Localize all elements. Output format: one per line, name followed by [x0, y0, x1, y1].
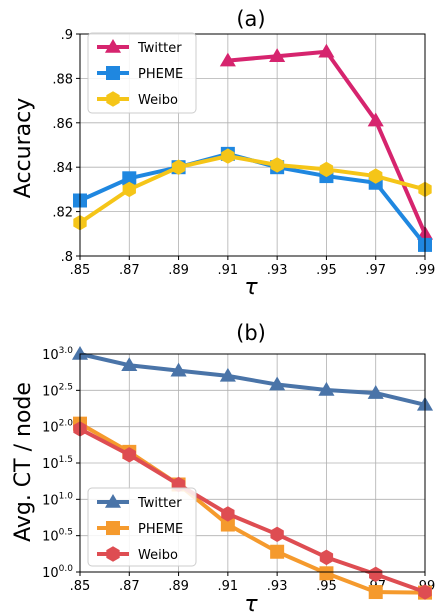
x-tick-label: .89 [168, 579, 189, 594]
legend-marker-pheme [106, 66, 120, 80]
data-point-weibo [270, 526, 284, 543]
legend-label-pheme: PHEME [138, 67, 183, 82]
legend-marker-twitter [104, 493, 122, 508]
legend-label-weibo: Weibo [138, 548, 178, 563]
data-point-twitter [367, 112, 384, 127]
x-tick-label: .89 [168, 263, 189, 278]
plot-frame [79, 353, 426, 573]
panel-b-plot: .85.87.89.91.93.95.97.99100.0100.5101.01… [42, 345, 435, 600]
x-tick-label: .85 [70, 579, 91, 594]
data-point-pheme [220, 517, 235, 532]
y-tick-label: .82 [52, 206, 73, 221]
y-tick-label: .8 [61, 250, 73, 265]
data-point-twitter [367, 385, 384, 399]
panel-b-title: (b) [236, 321, 266, 345]
legend-marker-twitter [104, 38, 122, 53]
panel-a-ylabel: Accuracy [11, 98, 36, 198]
data-point-twitter [318, 43, 335, 58]
series-line-pheme [79, 421, 426, 595]
x-tick-label: .91 [218, 263, 239, 278]
data-point-weibo [418, 584, 432, 600]
data-point-twitter [219, 367, 236, 382]
legend: Twitter PHEME Weibo [87, 32, 197, 114]
y-tick-label: .9 [61, 28, 73, 43]
y-tick-label: 100.0 [42, 564, 73, 581]
y-tick-label: .88 [52, 72, 73, 87]
data-point-twitter [121, 357, 138, 372]
y-tick-label: 102.0 [42, 419, 73, 436]
data-point-weibo [319, 549, 334, 566]
data-point-weibo [270, 157, 284, 173]
x-tick-label: .87 [119, 579, 140, 594]
data-point-weibo [369, 168, 383, 184]
y-tick-label: .84 [52, 161, 73, 176]
y-tick-label: 100.5 [42, 528, 73, 545]
data-point-pheme [319, 566, 334, 581]
data-point-twitter [269, 376, 286, 391]
legend-label-pheme: PHEME [138, 522, 183, 537]
x-tick-label: .85 [70, 263, 91, 278]
data-point-weibo [122, 181, 136, 198]
x-tick-label: .93 [267, 579, 288, 594]
data-point-weibo [171, 159, 186, 175]
x-tick-label: .95 [316, 263, 337, 278]
legend-label-twitter: Twitter [137, 41, 182, 56]
x-tick-label: .99 [415, 263, 436, 278]
data-point-twitter [170, 362, 187, 377]
legend-marker-weibo [106, 91, 120, 107]
panel-b-ylabel: Avg. CT / node [11, 382, 36, 542]
y-tick-label: .86 [52, 117, 73, 132]
plot-frame [79, 33, 426, 257]
x-tick-label: .95 [316, 579, 337, 594]
panel-a-plot: .85 .87 .89 .91 .93 .95 .97 .99 .8 .82 .84 .86 .88 .9… [52, 28, 435, 278]
x-tick-label: .97 [365, 263, 386, 278]
data-point-weibo [369, 566, 383, 582]
data-point-weibo [319, 161, 334, 178]
series-line-weibo [78, 154, 426, 225]
x-tick-label: .91 [218, 579, 239, 594]
legend-marker-weibo [106, 546, 120, 562]
data-point-twitter [269, 48, 286, 62]
legend-label-weibo: Weibo [138, 93, 178, 108]
x-tick-label: .93 [267, 263, 288, 278]
data-point-twitter [71, 345, 89, 360]
data-point-weibo [221, 148, 235, 164]
data-point-pheme [270, 544, 285, 559]
legend: Twitter PHEME Weibo [87, 487, 197, 567]
legend-marker-pheme [106, 521, 120, 535]
series-line-weibo [79, 427, 426, 594]
data-point-pheme [368, 585, 383, 600]
panel-a-title: (a) [236, 7, 265, 31]
y-tick-label: 101.5 [42, 455, 73, 472]
legend-label-twitter: Twitter [137, 496, 182, 511]
y-tick-label: 101.0 [42, 491, 73, 508]
data-point-twitter [318, 381, 335, 396]
series-line-twitter [79, 352, 426, 407]
x-tick-label: .87 [119, 263, 140, 278]
panel-a-xlabel: τ [244, 275, 258, 300]
data-point-weibo [122, 447, 136, 463]
panel-b-xlabel: τ [244, 592, 258, 615]
y-tick-label: 103.0 [42, 346, 73, 363]
y-tick-label: 102.5 [42, 382, 73, 399]
data-point-weibo [221, 506, 235, 522]
data-point-twitter [219, 52, 236, 67]
data-point-pheme [122, 171, 137, 186]
